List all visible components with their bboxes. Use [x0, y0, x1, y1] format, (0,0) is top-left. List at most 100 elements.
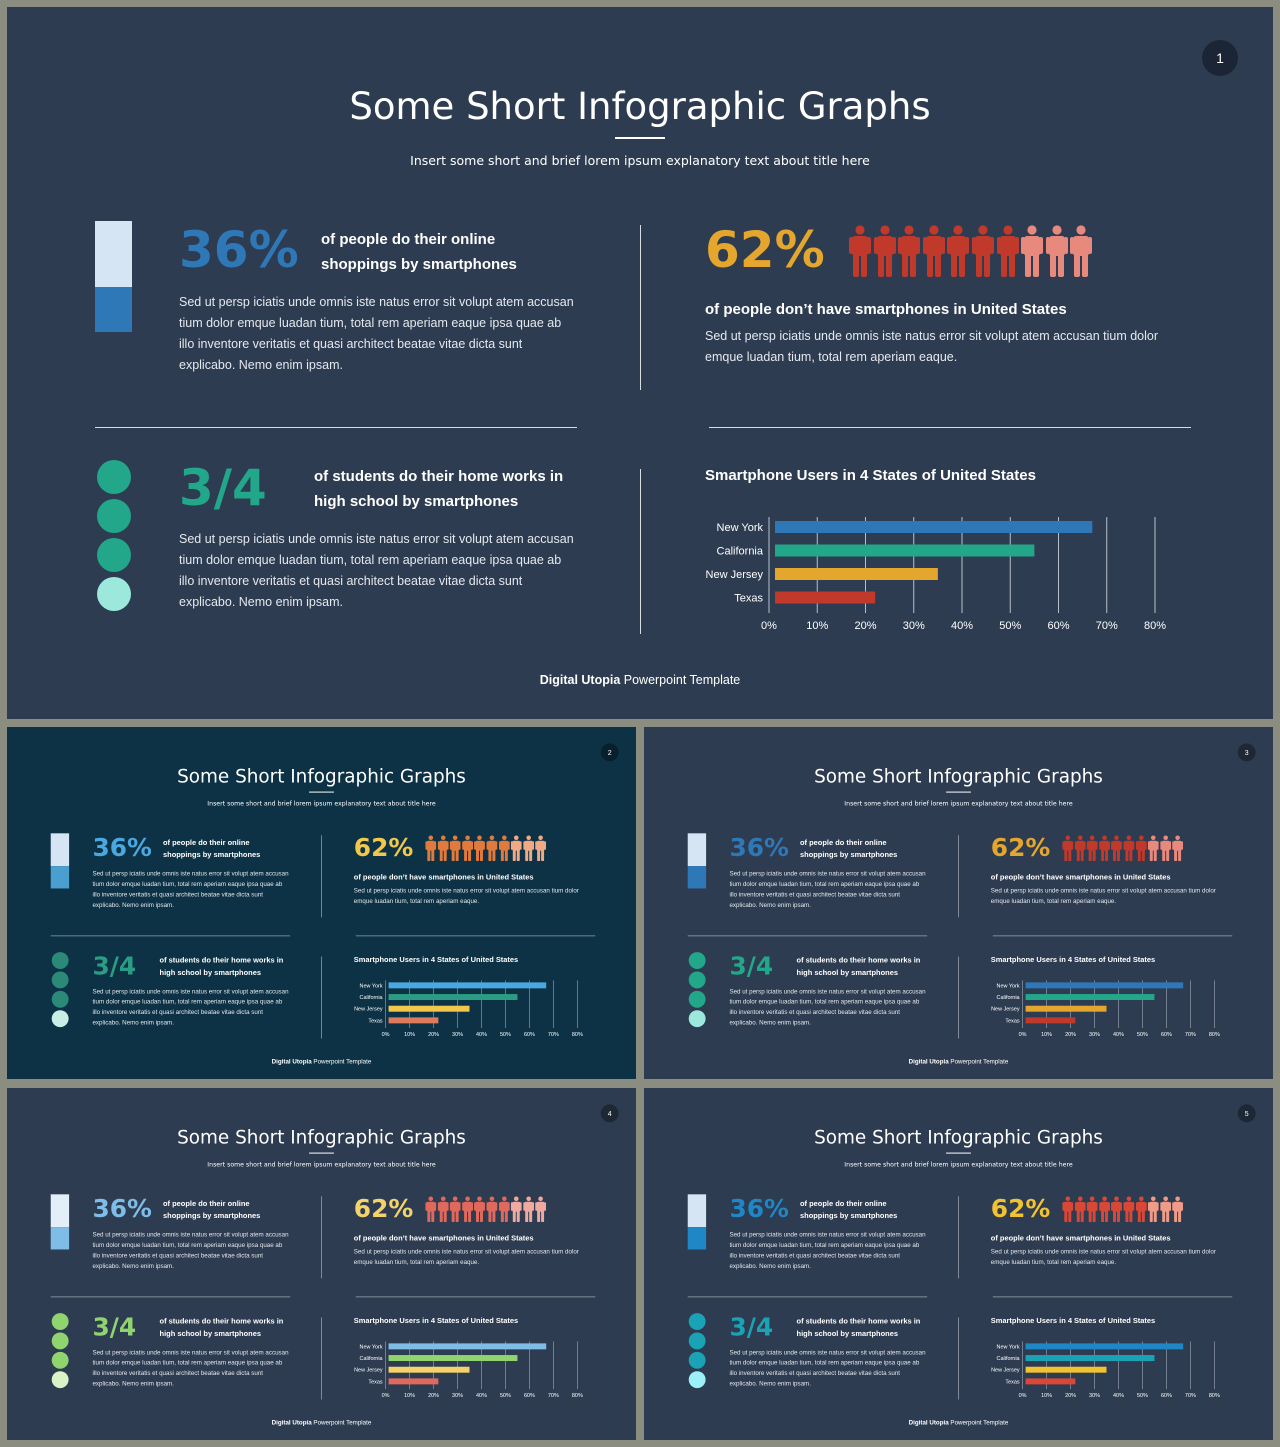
person-icon	[474, 835, 486, 862]
x-tick-label: 30%	[1089, 1393, 1100, 1399]
title-underline	[309, 1152, 334, 1154]
person-icon	[1111, 1196, 1123, 1223]
x-tick-label: 80%	[572, 1393, 583, 1399]
person-icon	[462, 1196, 473, 1223]
footer: Digital Utopia Powerpoint Template	[7, 1058, 636, 1065]
x-tick-label: 70%	[1185, 1032, 1196, 1038]
person-icon	[1123, 835, 1135, 862]
x-tick-label: 50%	[500, 1393, 511, 1399]
stat-34-lead: of students do their home works in high …	[160, 954, 284, 979]
x-tick-label: 70%	[548, 1032, 559, 1038]
category-label: California	[717, 546, 764, 558]
stat-34-value: 3/4	[729, 1312, 774, 1342]
stat-34-lead: of students do their home works in high …	[797, 1315, 921, 1340]
stat-34-lead-line2: high school by smartphones	[796, 968, 898, 977]
stat-36-lead-line2: shoppings by smartphones	[800, 1211, 898, 1221]
stat-62-lead: of people don’t have smartphones in Unit…	[990, 873, 1171, 882]
x-tick-label: 60%	[524, 1393, 535, 1399]
x-tick-label: 70%	[1185, 1393, 1196, 1399]
state-bar-chart: 0% 10% 20% 30% 40% 50% 60% 70% 80% New York Califo…	[706, 517, 1166, 632]
title-underline	[946, 1152, 971, 1154]
stat-62-lead: of people don’t have smartphones in Unit…	[705, 301, 1067, 318]
x-tick-label: 80%	[1144, 620, 1166, 632]
person-icon	[1111, 835, 1123, 862]
person-icon	[849, 225, 871, 277]
category-label: California	[360, 995, 384, 1001]
slide-canvas: 3 Some Short Infographic Graphs Insert s…	[644, 727, 1273, 1079]
category-label: New Jersey	[354, 1007, 383, 1013]
stat-36-body: Sed ut persp iciatis unde omnis iste nat…	[729, 1231, 926, 1270]
slide-4: 4 Some Short Infographic Graphs Insert s…	[7, 1088, 636, 1440]
vertical-divider-top	[640, 225, 641, 390]
slide-title: Some Short Infographic Graphs	[814, 765, 1103, 788]
category-label: Texas	[1005, 1018, 1020, 1024]
state-bar-chart: 0% 10% 20% 30% 40% 50% 60% 70% 80% New York Califo…	[354, 1341, 583, 1399]
percentage-bar-empty	[50, 833, 70, 867]
bar-texas	[388, 1017, 439, 1024]
bar-california	[388, 994, 518, 1001]
state-bar-chart: 0% 10% 20% 30% 40% 50% 60% 70% 80% New York Califo…	[991, 1341, 1220, 1399]
x-tick-label: 20%	[428, 1393, 439, 1399]
stat-34-body: Sed ut persp iciatis unde omnis iste nat…	[729, 987, 926, 1027]
stat-36-lead-line2: shoppings by smartphones	[163, 850, 261, 860]
bar-new-jersey	[1025, 1005, 1107, 1012]
person-icon	[1070, 225, 1093, 277]
person-icon	[437, 835, 449, 862]
stat-34-value: 3/4	[92, 1312, 137, 1342]
slide-subtitle: Insert some short and brief lorem ipsum …	[844, 1160, 1073, 1168]
chart-title: Smartphone Users in 4 States of United S…	[990, 1316, 1156, 1325]
circle-icon	[51, 1351, 69, 1369]
percentage-bar-fill	[50, 866, 70, 889]
x-tick-label: 10%	[404, 1393, 415, 1399]
stat-36-body: Sed ut persp iciatis unde omnis iste nat…	[179, 295, 574, 372]
category-label: Texas	[368, 1018, 383, 1024]
x-tick-label: 40%	[1113, 1032, 1124, 1038]
bar-new-jersey	[388, 1005, 470, 1012]
footer-brand: Digital Utopia	[539, 673, 621, 687]
person-icon	[462, 835, 473, 862]
stat-36-value: 36%	[729, 1194, 789, 1224]
bar-new-york	[1025, 1343, 1184, 1350]
person-icon	[1099, 1196, 1110, 1223]
title-underline	[946, 791, 971, 793]
stat-36-lead-line1: of people do their online	[800, 1199, 887, 1208]
circle-icon	[97, 538, 131, 572]
person-icon	[947, 225, 970, 277]
x-tick-label: 10%	[1041, 1393, 1052, 1399]
bar-california	[1025, 994, 1155, 1001]
person-icon	[873, 225, 896, 277]
stat-36-value: 36%	[729, 833, 789, 863]
person-icon	[449, 835, 461, 862]
footer-brand: Digital Utopia	[271, 1418, 312, 1426]
stat-34-lead-line2: high school by smartphones	[796, 1329, 898, 1338]
stat-34-lead: of students do their home works in high …	[314, 464, 563, 514]
person-icon	[510, 835, 522, 862]
page-number-badge: 2	[600, 743, 619, 762]
x-tick-label: 40%	[951, 620, 973, 632]
x-tick-label: 60%	[1161, 1393, 1172, 1399]
circle-icon	[688, 971, 706, 989]
stat-34-lead-line1: of students do their home works in	[314, 468, 564, 485]
category-label: New Jersey	[991, 1368, 1020, 1374]
bar-new-jersey	[388, 1366, 470, 1373]
chart-title: Smartphone Users in 4 States of United S…	[990, 955, 1156, 964]
person-icon	[1086, 835, 1098, 862]
stat-36-lead-line2: shoppings by smartphones	[321, 256, 517, 273]
stat-62-body: Sed ut persp iciatis unde omnis iste nat…	[990, 1247, 1216, 1266]
stat-62-value: 62%	[990, 833, 1051, 863]
category-label: New York	[717, 522, 764, 534]
person-icon	[1062, 835, 1074, 862]
stat-36-lead: of people do their online shoppings by s…	[800, 836, 897, 861]
x-tick-label: 0%	[1019, 1393, 1027, 1399]
footer: Digital Utopia Powerpoint Template	[7, 1419, 636, 1426]
slide-title: Some Short Infographic Graphs	[349, 85, 931, 128]
circle-icon	[688, 990, 706, 1008]
stat-34-body: Sed ut persp iciatis unde omnis iste nat…	[92, 987, 289, 1027]
x-tick-label: 20%	[854, 620, 876, 632]
x-tick-label: 20%	[1065, 1393, 1076, 1399]
circle-icon	[51, 952, 69, 969]
footer: Digital Utopia Powerpoint Template	[644, 1419, 1273, 1426]
slide-title: Some Short Infographic Graphs	[177, 765, 466, 788]
footer: Digital Utopia Powerpoint Template	[644, 1058, 1273, 1065]
